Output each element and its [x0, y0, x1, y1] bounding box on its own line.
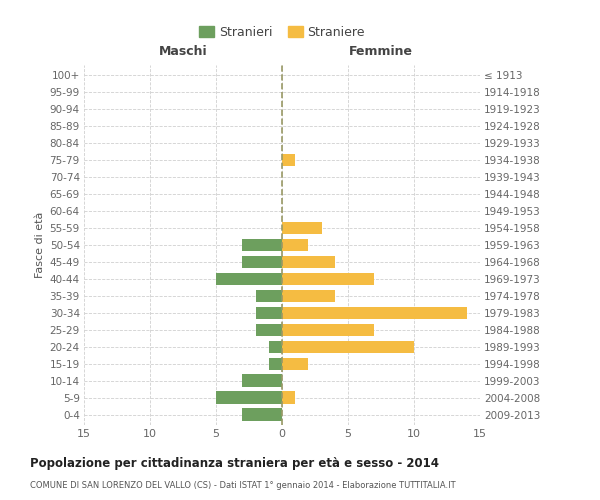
Bar	[216, 272, 282, 285]
Bar	[282, 358, 308, 370]
Text: COMUNE DI SAN LORENZO DEL VALLO (CS) - Dati ISTAT 1° gennaio 2014 - Elaborazione: COMUNE DI SAN LORENZO DEL VALLO (CS) - D…	[30, 481, 455, 490]
Bar	[282, 238, 308, 252]
Bar	[282, 222, 322, 234]
Bar	[256, 306, 282, 320]
Bar	[282, 306, 467, 320]
Bar	[269, 358, 282, 370]
Bar	[282, 154, 295, 166]
Text: Maschi: Maschi	[158, 45, 208, 58]
Bar	[242, 256, 282, 268]
Bar	[242, 238, 282, 252]
Y-axis label: Fasce di età: Fasce di età	[35, 212, 46, 278]
Bar	[242, 374, 282, 387]
Bar	[256, 290, 282, 302]
Y-axis label: Anni di nascita: Anni di nascita	[598, 204, 600, 286]
Bar	[282, 290, 335, 302]
Bar	[256, 324, 282, 336]
Bar	[282, 272, 374, 285]
Text: Popolazione per cittadinanza straniera per età e sesso - 2014: Popolazione per cittadinanza straniera p…	[30, 458, 439, 470]
Bar	[282, 324, 374, 336]
Legend: Stranieri, Straniere: Stranieri, Straniere	[194, 21, 370, 44]
Bar	[282, 256, 335, 268]
Bar	[216, 392, 282, 404]
Bar	[269, 340, 282, 353]
Text: Femmine: Femmine	[349, 45, 413, 58]
Bar	[242, 408, 282, 421]
Bar	[282, 340, 414, 353]
Bar	[282, 392, 295, 404]
